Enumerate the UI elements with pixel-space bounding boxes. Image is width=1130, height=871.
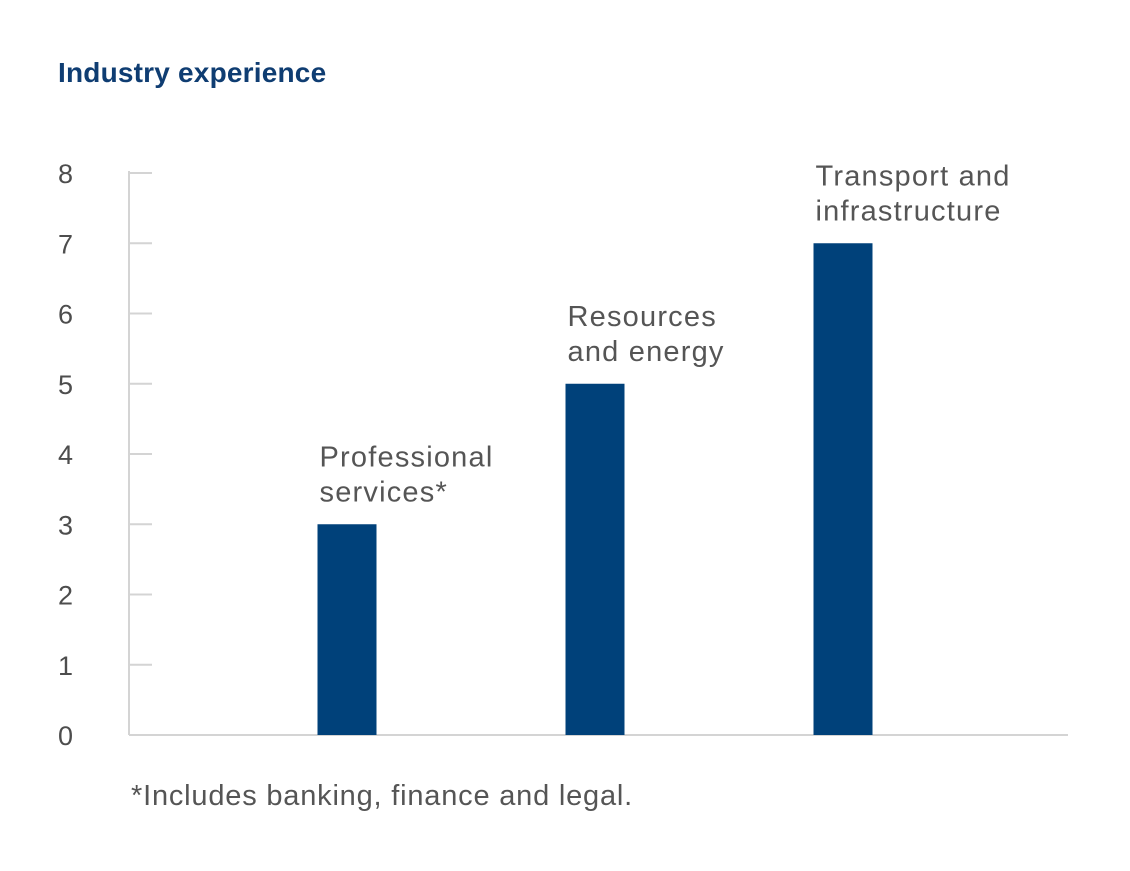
y-tick-label: 3 (58, 510, 73, 540)
y-tick-label: 7 (58, 229, 73, 259)
y-tick-label: 5 (58, 370, 73, 400)
bar (813, 243, 873, 735)
category-label: and energy (568, 336, 725, 368)
y-tick-label: 4 (58, 440, 73, 470)
y-tick-label: 1 (58, 651, 73, 681)
category-label: services* (320, 476, 448, 508)
bar (565, 383, 625, 735)
category-label: infrastructure (816, 195, 1002, 227)
y-tick-label: 0 (58, 721, 73, 751)
category-label: Resources (568, 301, 717, 333)
y-tick-label: 6 (58, 300, 73, 330)
category-label: Professional (320, 441, 494, 473)
y-tick-label: 2 (58, 581, 73, 611)
bar-series (317, 243, 873, 735)
bar (317, 524, 377, 735)
footnote: *Includes banking, finance and legal. (131, 780, 633, 812)
category-label: Transport and (816, 160, 1011, 192)
y-axis: 0 1 2 3 4 5 6 7 8 (58, 159, 152, 751)
chart-title: Industry experience (58, 57, 327, 88)
y-tick-label: 8 (58, 159, 73, 189)
